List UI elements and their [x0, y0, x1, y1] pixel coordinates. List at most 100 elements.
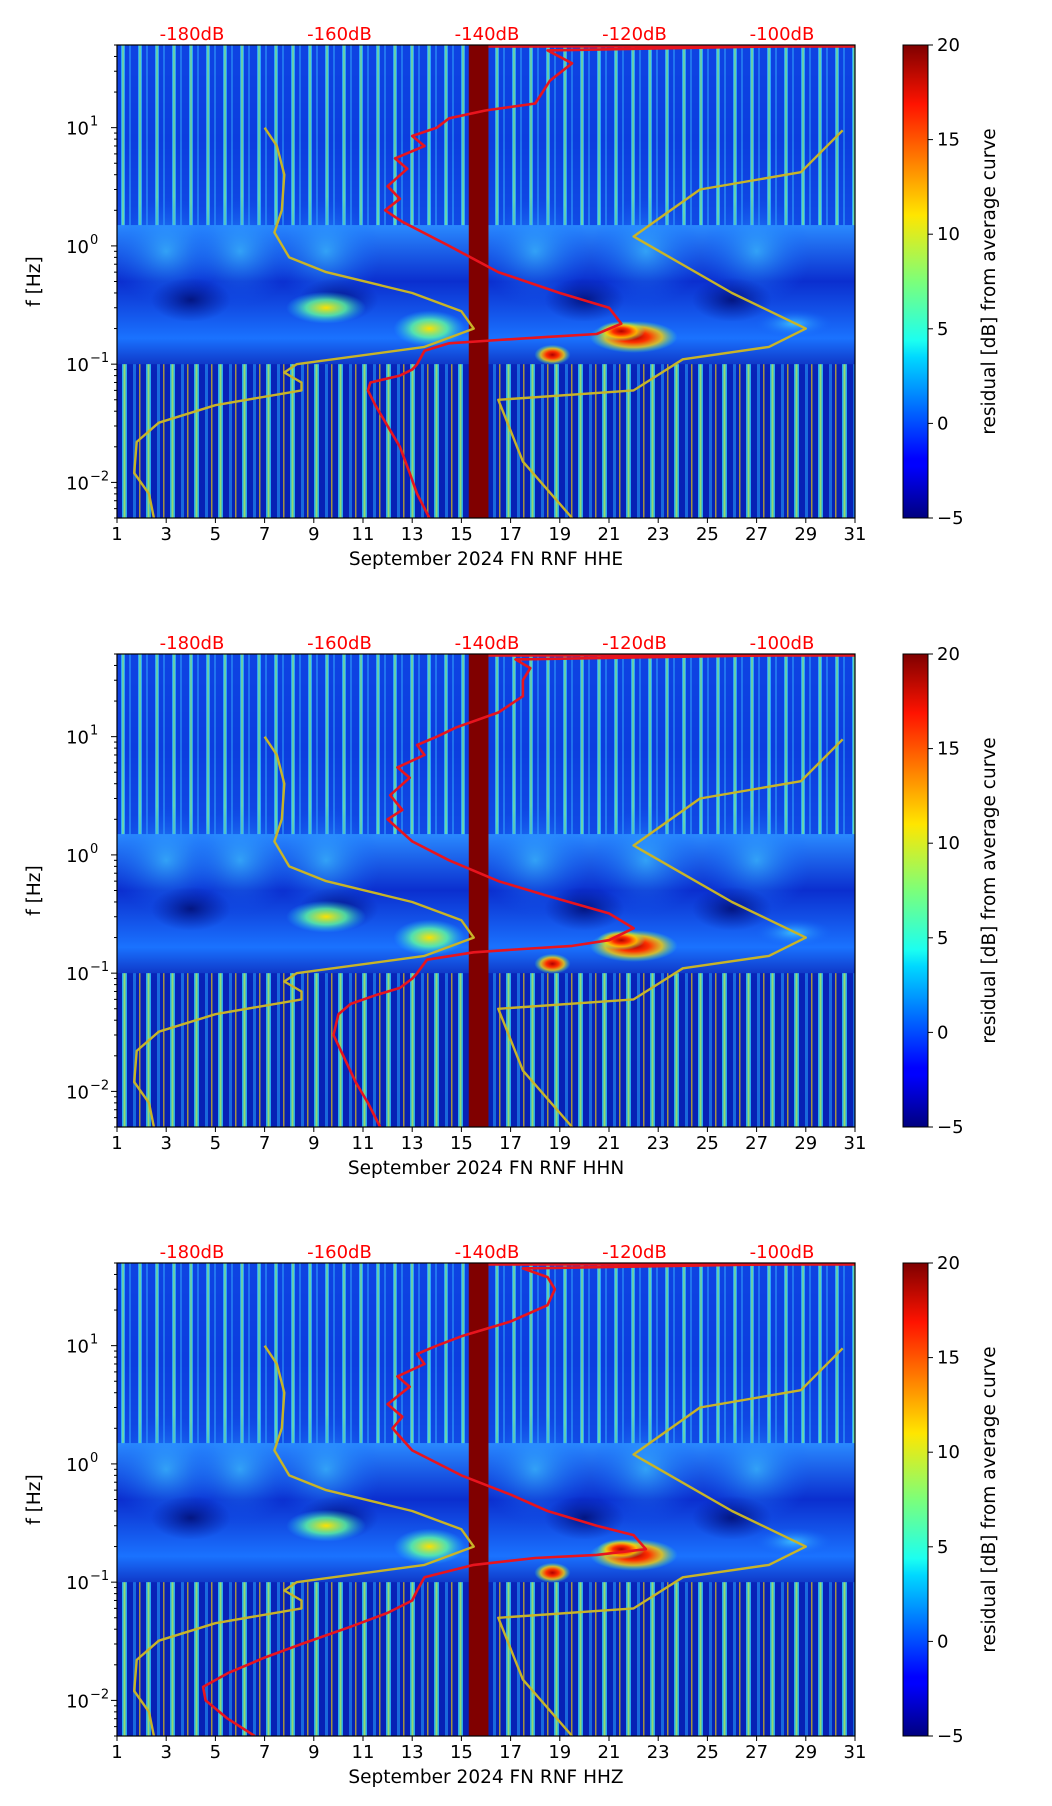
- quiet-patch: [150, 277, 231, 322]
- top-db-label: -120dB: [602, 633, 667, 654]
- colorbar-tick-label: 20: [937, 644, 960, 665]
- colorbar-tick-label: −5: [937, 1117, 964, 1138]
- x-tick-label: 21: [598, 1133, 621, 1154]
- y-tick-exponent: −1: [90, 960, 109, 975]
- x-tick-label: 5: [210, 1133, 221, 1154]
- colorbar: [902, 44, 929, 519]
- x-tick-label: 29: [794, 524, 817, 545]
- y-tick-label: 10: [66, 355, 89, 376]
- colorbar-tick-label: 0: [937, 413, 948, 434]
- x-axis-label: September 2024 FN RNF HHE: [349, 549, 623, 570]
- y-tick-label: 10: [66, 1573, 89, 1594]
- x-tick-label: 11: [352, 1742, 375, 1763]
- energy-hotspot: [286, 1509, 367, 1542]
- x-tick-label: 11: [352, 524, 375, 545]
- y-tick-exponent: 0: [90, 842, 98, 857]
- y-axis-label: f [Hz]: [24, 1474, 45, 1524]
- x-tick-label: 19: [548, 1742, 571, 1763]
- model-noise-curve: [133, 127, 475, 518]
- y-tick-label: 10: [66, 1082, 89, 1103]
- top-db-label: -100dB: [750, 24, 815, 45]
- y-tick-exponent: 1: [90, 724, 98, 739]
- x-tick-label: 25: [696, 1133, 719, 1154]
- haze-blob: [590, 196, 701, 307]
- colorbar-label: residual [dB] from average curve: [979, 737, 1000, 1043]
- x-tick-label: 15: [450, 1742, 473, 1763]
- model-noise-curve: [497, 1347, 844, 1736]
- model-noise-curve: [133, 736, 475, 1127]
- top-db-label: -160dB: [307, 1242, 372, 1263]
- energy-hotspot: [597, 321, 646, 342]
- top-db-label: -120dB: [602, 1242, 667, 1263]
- top-db-label: -100dB: [750, 633, 815, 654]
- y-axis-label: f [Hz]: [24, 865, 45, 915]
- x-axis-label: September 2024 FN RNF HHZ: [348, 1767, 623, 1788]
- colorbar-tick-label: 5: [937, 319, 948, 340]
- x-tick-label: 3: [160, 1742, 171, 1763]
- average-psd-curve: [366, 45, 855, 518]
- energy-hotspot: [286, 291, 367, 324]
- energy-hotspot: [393, 310, 466, 347]
- average-psd-curve: [201, 1263, 855, 1736]
- quiet-patch: [544, 1495, 625, 1540]
- quiet-patch: [692, 277, 772, 322]
- colorbar-tick-label: −5: [937, 508, 964, 529]
- spectrogram-heatmap: [117, 45, 855, 518]
- x-tick-label: 1: [111, 1742, 122, 1763]
- top-db-label: -120dB: [602, 24, 667, 45]
- colorbar-label: residual [dB] from average curve: [979, 1346, 1000, 1652]
- y-tick-label: 10: [66, 119, 89, 140]
- x-tick-label: 3: [160, 1133, 171, 1154]
- x-tick-label: 23: [647, 524, 670, 545]
- x-tick-label: 31: [844, 524, 867, 545]
- top-db-label: -160dB: [307, 24, 372, 45]
- y-tick-label: 10: [66, 1691, 89, 1712]
- colorbar-tick-label: −5: [937, 1726, 964, 1747]
- haze-blob: [185, 805, 295, 916]
- energy-hotspot: [393, 919, 466, 956]
- energy-hotspot: [597, 930, 646, 951]
- x-tick-label: 13: [401, 1742, 424, 1763]
- y-tick-label: 10: [66, 964, 89, 985]
- x-tick-label: 29: [794, 1133, 817, 1154]
- haze-blob: [480, 1414, 591, 1525]
- colorbar-tick-label: 5: [937, 1537, 948, 1558]
- top-db-label: -180dB: [160, 1242, 225, 1263]
- y-tick-label: 10: [66, 1455, 89, 1476]
- x-tick-label: 23: [647, 1133, 670, 1154]
- top-db-label: -180dB: [160, 24, 225, 45]
- quiet-patch: [692, 1495, 772, 1540]
- model-noise-curve: [497, 738, 844, 1127]
- haze-blob: [590, 805, 701, 916]
- haze-blob: [480, 805, 591, 916]
- y-tick-exponent: −2: [90, 1687, 109, 1702]
- x-tick-label: 23: [647, 1742, 670, 1763]
- colorbar-tick-label: 5: [937, 928, 948, 949]
- top-db-label: -140dB: [455, 633, 520, 654]
- x-tick-label: 11: [352, 1133, 375, 1154]
- colorbar: [902, 653, 929, 1128]
- colorbar-tick-label: 15: [937, 130, 960, 151]
- x-tick-label: 7: [259, 524, 270, 545]
- quiet-patch: [544, 886, 625, 931]
- haze-blob: [185, 196, 295, 307]
- x-tick-label: 27: [745, 524, 768, 545]
- top-db-label: -140dB: [455, 24, 520, 45]
- quiet-patch: [150, 886, 231, 931]
- colorbar-tick-label: 20: [937, 35, 960, 56]
- colorbar-tick-label: 20: [937, 1253, 960, 1274]
- y-tick-label: 10: [66, 728, 89, 749]
- x-tick-label: 27: [745, 1133, 768, 1154]
- model-noise-curve: [133, 1345, 475, 1736]
- x-tick-label: 17: [499, 1742, 522, 1763]
- x-axis-label: September 2024 FN RNF HHN: [348, 1158, 624, 1179]
- y-axis-label: f [Hz]: [24, 256, 45, 306]
- energy-hotspot: [534, 953, 571, 974]
- x-tick-label: 25: [696, 524, 719, 545]
- colorbar-tick-label: 10: [937, 224, 960, 245]
- colorbar: [902, 1262, 929, 1737]
- x-tick-label: 9: [308, 524, 319, 545]
